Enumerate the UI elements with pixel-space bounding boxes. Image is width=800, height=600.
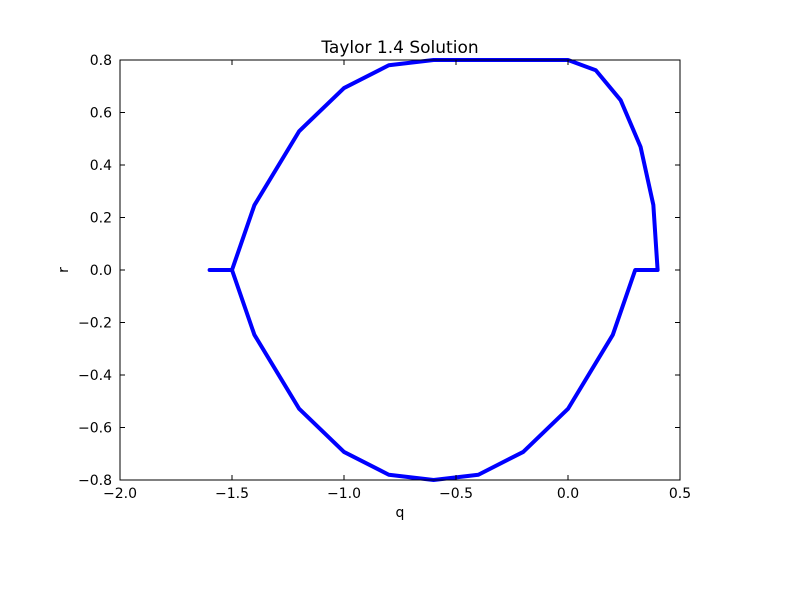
plot-area — [120, 60, 680, 480]
x-tick-label: 0.0 — [557, 486, 579, 502]
chart-title: Taylor 1.4 Solution — [320, 38, 478, 58]
y-tick-label: 0.6 — [90, 106, 112, 122]
y-tick-label: 0.0 — [90, 263, 112, 279]
y-tick-label: 0.4 — [90, 158, 112, 174]
y-tick-label: 0.2 — [90, 211, 112, 227]
x-tick-label: −2.0 — [103, 486, 137, 502]
x-tick-label: −1.0 — [327, 486, 361, 502]
y-tick-label: 0.8 — [90, 53, 112, 69]
y-tick-label: −0.2 — [78, 316, 112, 332]
y-tick-label: −0.4 — [78, 368, 112, 384]
x-tick-label: 0.5 — [669, 486, 691, 502]
x-axis-label: q — [396, 505, 405, 521]
y-axis-label: r — [56, 267, 72, 273]
x-tick-label: −1.5 — [215, 486, 249, 502]
y-tick-label: −0.6 — [78, 421, 112, 437]
tick-layer: −2.0 −1.5 −1.0 −0.5 0.0 0.5 0.8 0.6 0.4 0.2 0.0 −0.… — [78, 53, 691, 502]
x-tick-label: −0.5 — [439, 486, 473, 502]
y-tick-label: −0.8 — [78, 473, 112, 489]
